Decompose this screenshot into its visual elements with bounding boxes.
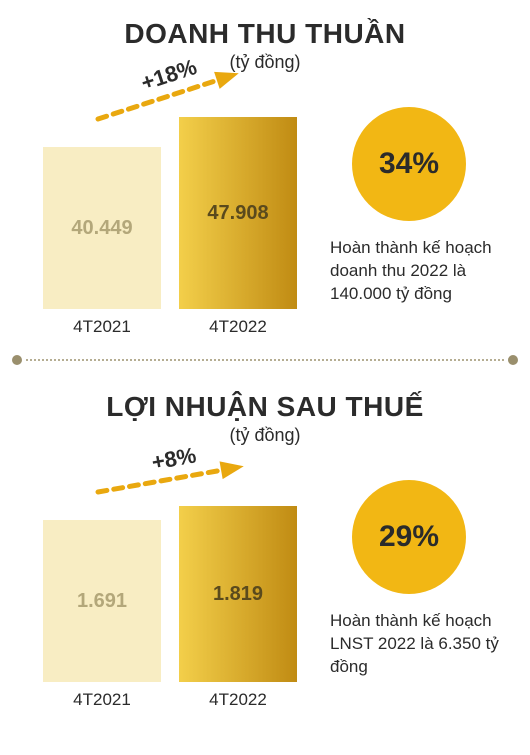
title-block: LỢI NHUẬN SAU THUẾ (tỷ đồng) xyxy=(20,391,510,446)
bar-value: 40.449 xyxy=(71,217,132,240)
x-label: 4T2022 xyxy=(179,317,297,337)
bar-chart: +18% 40.449 47.908 4T2021 4T2022 xyxy=(20,79,320,339)
x-axis-labels: 4T2021 4T2022 xyxy=(20,690,320,710)
side-info: 29% Hoàn thành kế hoạch LNST 2022 là 6.3… xyxy=(320,452,510,679)
panel-revenue: DOANH THU THUẦN (tỷ đồng) +18% 40.449 47… xyxy=(0,0,530,349)
completion-circle: 34% xyxy=(352,107,466,221)
x-label: 4T2021 xyxy=(43,690,161,710)
bar-value: 1.819 xyxy=(213,583,263,606)
panel-subtitle: (tỷ đồng) xyxy=(20,425,510,446)
bars: 40.449 47.908 xyxy=(20,109,320,309)
description: Hoàn thành kế hoạch LNST 2022 là 6.350 t… xyxy=(330,610,510,679)
panel-subtitle: (tỷ đồng) xyxy=(20,52,510,73)
description: Hoàn thành kế hoạch doanh thu 2022 là 14… xyxy=(330,237,510,306)
content-row: +18% 40.449 47.908 4T2021 4T2022 xyxy=(20,79,510,339)
divider-line xyxy=(26,359,504,361)
panel-profit: LỢI NHUẬN SAU THUẾ (tỷ đồng) +8% 1.691 1… xyxy=(0,373,530,722)
completion-circle: 29% xyxy=(352,480,466,594)
panel-title: LỢI NHUẬN SAU THUẾ xyxy=(20,391,510,423)
x-axis-labels: 4T2021 4T2022 xyxy=(20,317,320,337)
bar-value: 47.908 xyxy=(207,202,268,225)
bar-2021: 40.449 xyxy=(43,147,161,309)
bar-2022: 47.908 xyxy=(179,117,297,309)
bar-2021: 1.691 xyxy=(43,520,161,682)
bar-2022: 1.819 xyxy=(179,506,297,682)
growth-label: +8% xyxy=(150,442,198,475)
divider-dot-icon xyxy=(508,355,518,365)
completion-percent: 34% xyxy=(379,147,439,181)
divider-dot-icon xyxy=(12,355,22,365)
x-label: 4T2021 xyxy=(43,317,161,337)
bars: 1.691 1.819 xyxy=(20,482,320,682)
side-info: 34% Hoàn thành kế hoạch doanh thu 2022 l… xyxy=(320,79,510,306)
panel-title: DOANH THU THUẦN xyxy=(20,18,510,50)
completion-percent: 29% xyxy=(379,520,439,554)
divider xyxy=(0,355,530,365)
bar-value: 1.691 xyxy=(77,590,127,613)
title-block: DOANH THU THUẦN (tỷ đồng) xyxy=(20,18,510,73)
x-label: 4T2022 xyxy=(179,690,297,710)
bar-chart: +8% 1.691 1.819 4T2021 4T2022 xyxy=(20,452,320,712)
content-row: +8% 1.691 1.819 4T2021 4T2022 xyxy=(20,452,510,712)
